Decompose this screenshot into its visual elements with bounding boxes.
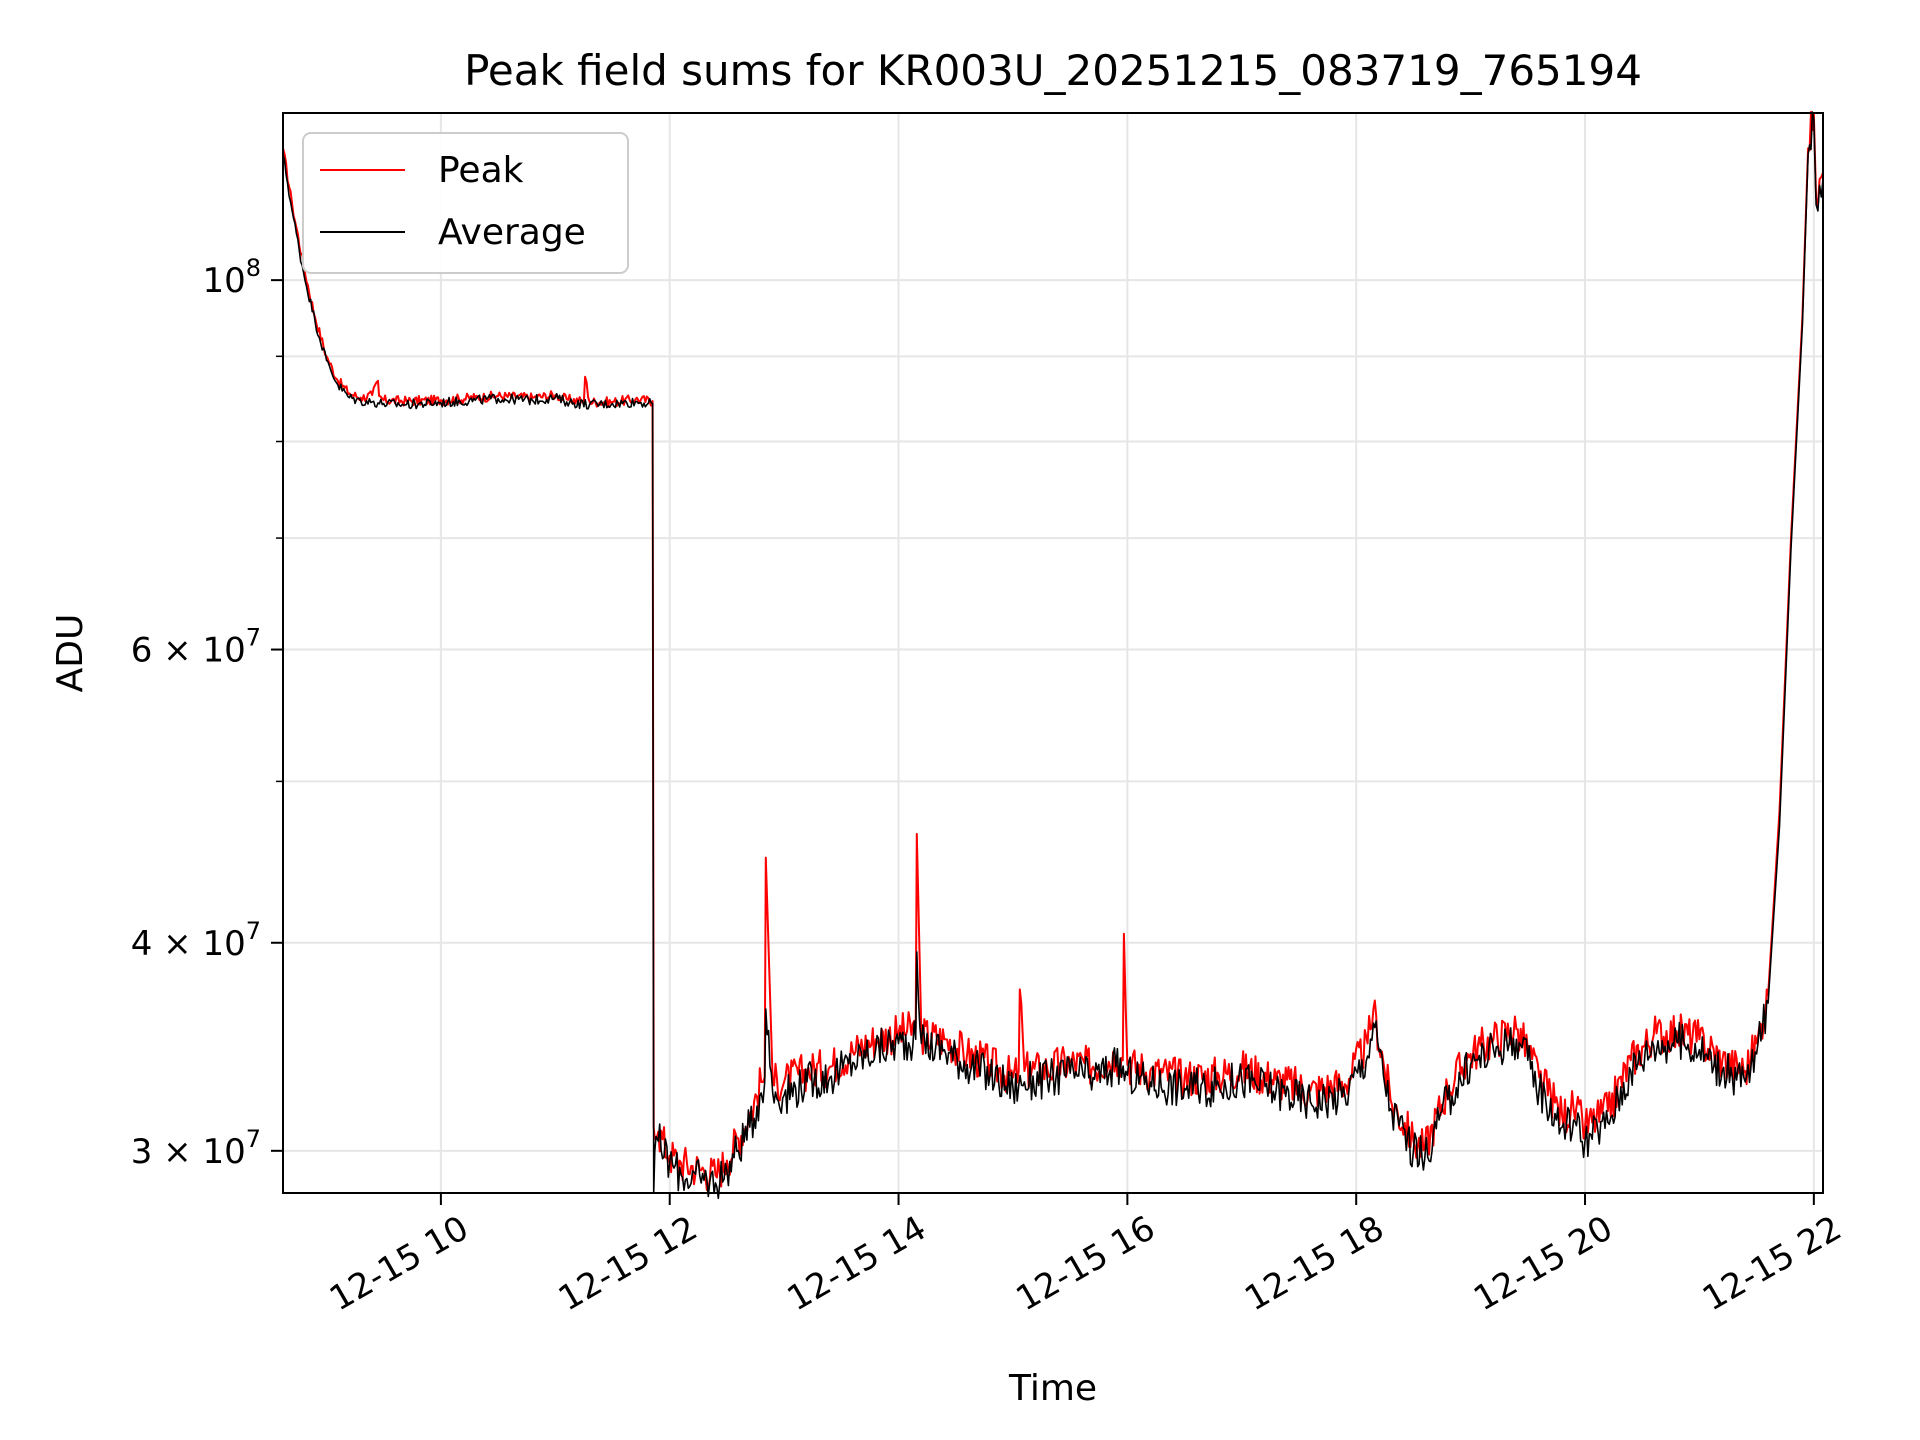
y-tick-label: 6 × 107 [131,624,261,671]
legend-box [302,132,629,274]
y-tick-times: × 10 [152,1132,245,1172]
y-tick-base: 10 [202,261,245,301]
y-tick-exponent: 7 [246,917,261,945]
y-tick-exponent: 7 [246,624,261,652]
legend-label: Average [438,212,586,253]
series-line-average [282,111,1824,1200]
y-axis-label: ADU [50,614,91,693]
legend: Peak Average [302,132,629,274]
series-layer [282,110,1824,1200]
y-tick-label: 108 [202,254,261,301]
grid [283,113,1823,1193]
x-axis-label: Time [1008,1368,1097,1409]
y-tick-label: 4 × 107 [131,917,261,964]
y-tick-exponent: 7 [246,1125,261,1153]
y-tick-exponent: 8 [246,254,261,282]
y-tick-times: × 10 [152,631,245,671]
y-tick-mantissa: 4 [131,924,153,964]
y-tick-mantissa: 3 [131,1132,153,1172]
y-tick-label: 3 × 107 [131,1125,261,1172]
chart-title: Peak field sums for KR003U_20251215_0837… [464,46,1642,95]
y-tick-mantissa: 6 [131,631,153,671]
legend-label: Peak [438,150,524,191]
plot-frame [282,112,1824,1194]
y-tick-times: × 10 [152,924,245,964]
